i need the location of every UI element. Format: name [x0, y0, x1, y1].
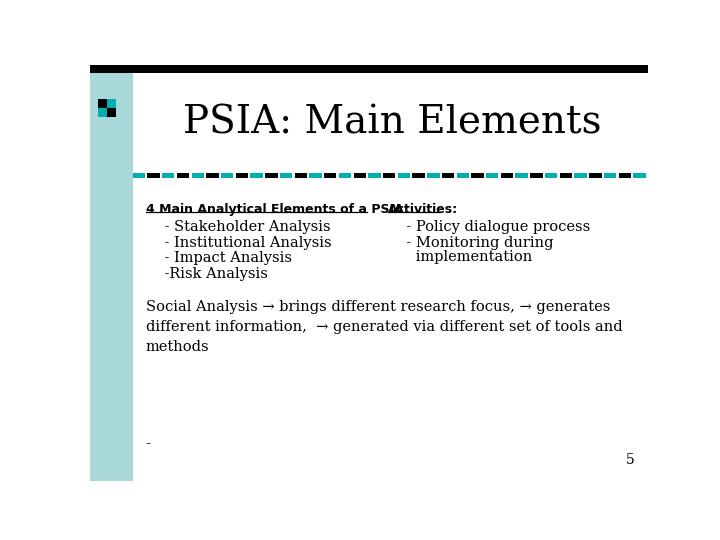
- Bar: [456, 173, 469, 178]
- Text: - Monitoring during: - Monitoring during: [388, 236, 554, 249]
- Bar: [354, 173, 366, 178]
- Bar: [500, 173, 513, 178]
- Text: PSIA: Main Elements: PSIA: Main Elements: [183, 104, 601, 141]
- Bar: [107, 99, 117, 108]
- Bar: [98, 108, 107, 117]
- Bar: [530, 173, 543, 178]
- Bar: [634, 173, 646, 178]
- Bar: [516, 173, 528, 178]
- Bar: [383, 173, 395, 178]
- Text: - Stakeholder Analysis: - Stakeholder Analysis: [145, 220, 330, 234]
- Bar: [280, 173, 292, 178]
- Bar: [545, 173, 557, 178]
- Bar: [604, 173, 616, 178]
- Bar: [427, 173, 439, 178]
- Bar: [368, 173, 381, 178]
- Bar: [177, 173, 189, 178]
- Bar: [162, 173, 174, 178]
- Bar: [107, 108, 117, 117]
- Bar: [618, 173, 631, 178]
- Bar: [486, 173, 498, 178]
- Bar: [265, 173, 277, 178]
- Bar: [251, 173, 263, 178]
- Bar: [98, 99, 107, 108]
- Bar: [397, 173, 410, 178]
- Bar: [339, 173, 351, 178]
- Bar: [559, 173, 572, 178]
- Bar: [221, 173, 233, 178]
- Bar: [192, 173, 204, 178]
- Text: - Impact Analysis: - Impact Analysis: [145, 251, 292, 265]
- Text: -Risk Analysis: -Risk Analysis: [145, 267, 268, 281]
- Bar: [589, 173, 601, 178]
- Text: Activities:: Activities:: [388, 204, 459, 217]
- Bar: [90, 65, 132, 481]
- Bar: [472, 173, 484, 178]
- Bar: [235, 173, 248, 178]
- Bar: [575, 173, 587, 178]
- Bar: [294, 173, 307, 178]
- Bar: [324, 173, 336, 178]
- Text: - Institutional Analysis: - Institutional Analysis: [145, 236, 331, 249]
- Bar: [148, 173, 160, 178]
- Text: Social Analysis → brings different research focus, → generates
different informa: Social Analysis → brings different resea…: [145, 300, 622, 354]
- Text: - Policy dialogue process: - Policy dialogue process: [388, 220, 590, 234]
- Text: 5: 5: [626, 453, 635, 467]
- Text: implementation: implementation: [388, 249, 533, 264]
- Text: -: -: [145, 437, 150, 451]
- Bar: [90, 65, 648, 72]
- Bar: [310, 173, 322, 178]
- Bar: [413, 173, 425, 178]
- Bar: [206, 173, 219, 178]
- Bar: [132, 173, 145, 178]
- Text: 4 Main Analytical Elements of a PSIA:: 4 Main Analytical Elements of a PSIA:: [145, 204, 409, 217]
- Bar: [648, 173, 660, 178]
- Bar: [442, 173, 454, 178]
